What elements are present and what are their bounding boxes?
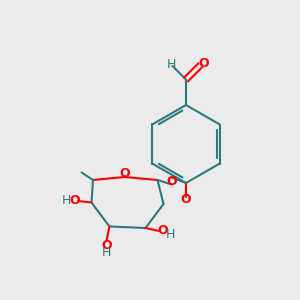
Text: H: H: [102, 246, 111, 260]
Text: O: O: [69, 194, 80, 208]
Text: H: H: [166, 58, 176, 71]
Text: H: H: [166, 227, 175, 241]
Text: O: O: [119, 167, 130, 180]
Text: O: O: [157, 224, 168, 238]
Text: O: O: [101, 238, 112, 252]
Text: O: O: [167, 175, 177, 188]
Text: O: O: [198, 57, 209, 70]
Text: H: H: [61, 194, 71, 208]
Text: O: O: [181, 193, 191, 206]
